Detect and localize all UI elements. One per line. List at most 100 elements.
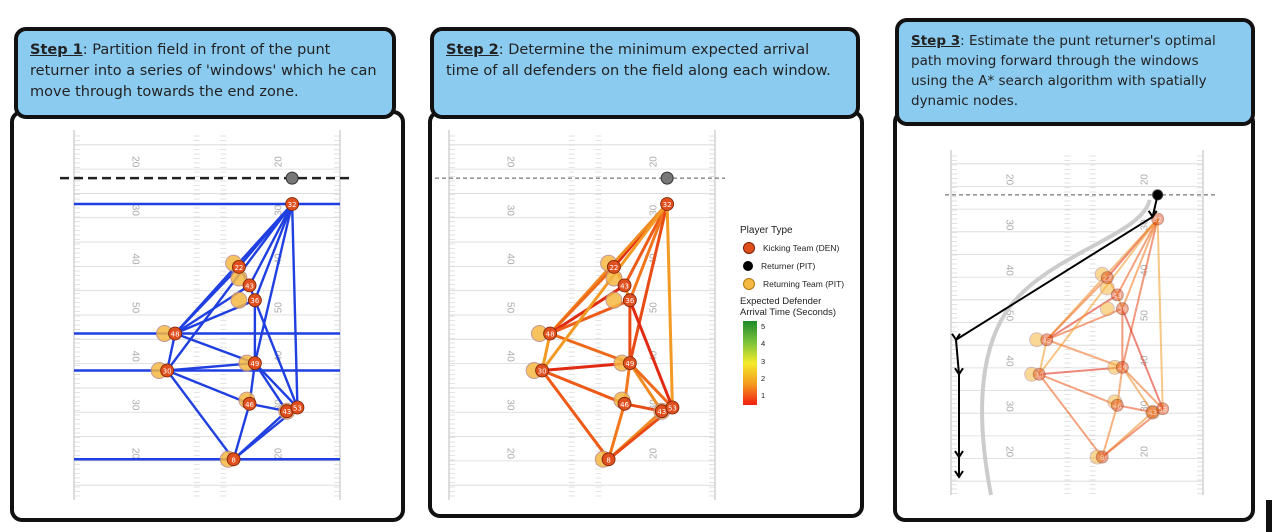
player-number: 49 xyxy=(1118,364,1127,372)
defender-edge xyxy=(290,203,299,408)
colorbar-tick: 5 xyxy=(761,322,766,331)
defender-edge xyxy=(1121,366,1154,413)
player-number: 43 xyxy=(245,282,254,290)
player-number: 48 xyxy=(171,331,180,339)
player-number: 46 xyxy=(1113,402,1122,410)
player-number: 53 xyxy=(293,405,302,413)
player-number: 43 xyxy=(657,408,666,416)
player-number: 46 xyxy=(620,401,629,409)
defender-edge xyxy=(628,362,674,409)
yard-number-right: 40 xyxy=(1140,355,1151,367)
yard-number-right: 20 xyxy=(648,447,659,459)
player-number: 32 xyxy=(288,201,297,209)
kicking-team-player xyxy=(1032,367,1046,381)
defender-edge xyxy=(1101,405,1119,458)
yard-number-right: 20 xyxy=(273,447,284,459)
player-number: 43 xyxy=(1148,409,1157,417)
kicking-team-player xyxy=(247,356,262,371)
arrival-time-colorbar xyxy=(743,321,757,405)
defender-edge xyxy=(1116,218,1159,296)
path-arrowhead xyxy=(954,450,964,459)
kicking-team-player xyxy=(1100,271,1114,285)
player-number: 53 xyxy=(1158,406,1167,414)
defender-edge xyxy=(628,299,674,409)
player-number: 32 xyxy=(1153,216,1162,224)
yard-number-left: 20 xyxy=(130,156,141,168)
defender-edge xyxy=(253,203,294,364)
player-number: 48 xyxy=(1042,337,1051,345)
player-number: 8 xyxy=(1100,454,1104,462)
defender-edge xyxy=(253,299,299,408)
defender-edge xyxy=(1121,218,1159,368)
kicking-team-player xyxy=(242,278,257,293)
yard-number-left: 30 xyxy=(130,205,141,217)
player-number: 8 xyxy=(606,456,610,464)
yard-number-left: 40 xyxy=(1003,265,1014,277)
kicking-team-player xyxy=(1095,450,1109,464)
yard-number-right: 20 xyxy=(648,156,659,168)
legend-item-returner: Returner (PIT) xyxy=(740,261,860,271)
kicking-team-player xyxy=(543,326,557,341)
kicking-team-player xyxy=(226,452,241,467)
legend-time-title: Expected Defender Arrival Time (Seconds) xyxy=(740,296,837,318)
yard-number-left: 20 xyxy=(1003,174,1014,186)
returner-player xyxy=(285,171,299,185)
path-arrowhead xyxy=(951,333,961,342)
kicking-team-player xyxy=(622,293,637,308)
returning-team-player xyxy=(1099,301,1115,317)
kicking-team-player xyxy=(660,197,675,211)
defender-edge xyxy=(166,369,235,461)
player-number: 48 xyxy=(546,331,555,339)
legend-item-kicking: Kicking Team (DEN) xyxy=(740,242,860,254)
kicking-team-player xyxy=(1040,333,1054,347)
player-number: 30 xyxy=(538,368,547,376)
defender-edge xyxy=(1038,373,1103,458)
step-1-text: Partition field in front of the punt ret… xyxy=(30,42,377,100)
colorbar-tick: 2 xyxy=(761,373,766,383)
player-number: 49 xyxy=(625,360,634,368)
yard-number-left: 40 xyxy=(505,253,516,265)
step-1-field-diagram: 2020303040405050404030302020322243364830… xyxy=(60,130,350,500)
kicking-team-player xyxy=(617,396,632,411)
returning-team-dot xyxy=(743,278,755,290)
defender-edge xyxy=(548,265,616,335)
yard-number-right: 50 xyxy=(1140,310,1151,322)
yard-number-right: 20 xyxy=(273,156,284,168)
yard-number-left: 30 xyxy=(505,205,516,217)
kicking-team-player xyxy=(168,326,182,341)
colorbar-tick: 1 xyxy=(761,391,766,400)
kicking-team-player xyxy=(232,259,246,274)
kicking-team-player xyxy=(665,400,680,415)
yard-number-right: 50 xyxy=(648,302,659,314)
defender-edge xyxy=(623,203,669,287)
player-number: 43 xyxy=(282,408,291,416)
yard-number-left: 50 xyxy=(505,302,516,314)
kicking-team-player xyxy=(1115,302,1129,316)
kicking-team-player xyxy=(1110,398,1124,412)
yard-number-right: 30 xyxy=(648,204,659,216)
player-number: 43 xyxy=(620,282,629,290)
player-number: 22 xyxy=(234,264,243,272)
legend: Player Type Kicking Team (DEN) Returner … xyxy=(740,225,860,405)
kicking-team-player xyxy=(242,396,257,411)
yard-number-left: 30 xyxy=(1003,401,1014,413)
defender-edge xyxy=(665,203,674,408)
player-number: 46 xyxy=(245,401,254,409)
yard-number-left: 30 xyxy=(1003,219,1014,231)
returning-team-player xyxy=(230,291,248,309)
yard-number-right: 30 xyxy=(273,399,284,411)
player-number: 32 xyxy=(663,201,672,209)
yard-number-left: 20 xyxy=(1003,446,1014,458)
player-number: 22 xyxy=(609,264,618,272)
path-arrowhead xyxy=(954,367,964,377)
defender-edge xyxy=(1038,373,1118,407)
step-3-field-diagram: 2020303040405050404030302020322243364830… xyxy=(945,150,1215,496)
kicking-team-player xyxy=(617,278,632,293)
kicking-team-player xyxy=(1151,212,1165,226)
yard-number-right: 20 xyxy=(1140,446,1151,458)
kicking-team-player xyxy=(1156,402,1170,416)
step-2-label: Step 2 xyxy=(446,42,499,58)
player-number: 53 xyxy=(668,405,677,413)
kicking-team-player xyxy=(247,293,262,308)
kicking-team-player xyxy=(285,197,300,211)
